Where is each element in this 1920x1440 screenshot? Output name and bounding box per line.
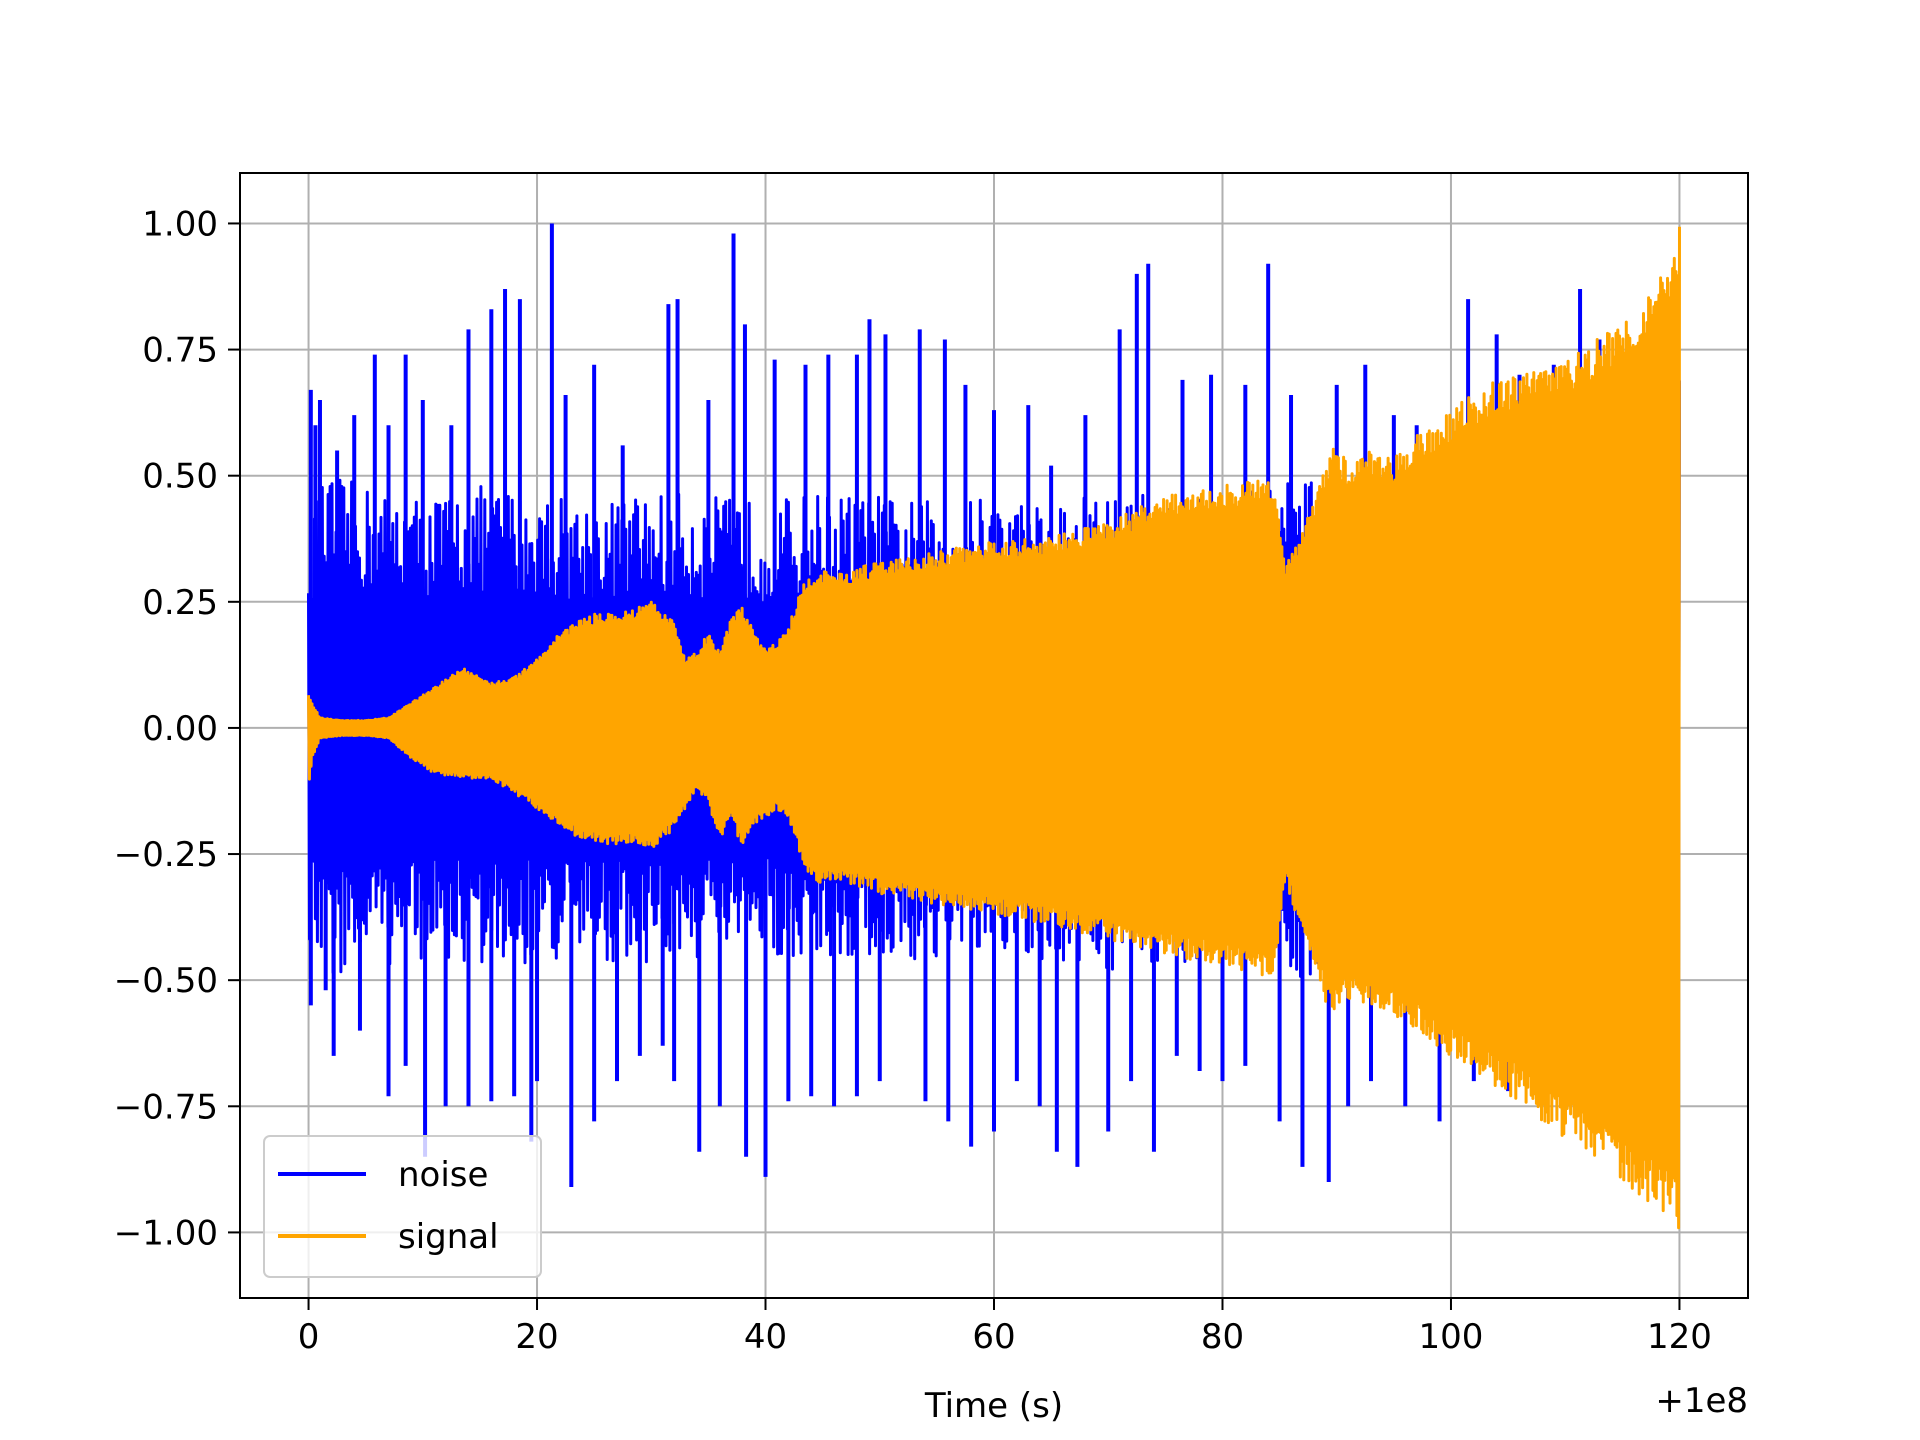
x-tick-label: 40 (744, 1317, 787, 1357)
y-tick-label: 0.00 (142, 709, 218, 749)
y-axis-ticks: −1.00 −0.75 −0.50 −0.25 0.00 0.25 0.50 0.75 1.00 (114, 204, 240, 1253)
legend: noise signal (263, 1135, 542, 1278)
y-tick-label: 0.25 (142, 583, 218, 623)
plot-area (239, 172, 1749, 1299)
y-tick-label: −0.50 (114, 961, 218, 1001)
legend-box (263, 1135, 542, 1278)
x-tick-label: 100 (1419, 1317, 1484, 1357)
x-tick-label: 60 (972, 1317, 1015, 1357)
y-tick-label: −0.25 (114, 835, 218, 875)
legend-label-noise: noise (398, 1155, 488, 1195)
x-tick-label: 120 (1647, 1317, 1712, 1357)
y-tick-label: 0.50 (142, 457, 218, 497)
series-signal (307, 226, 1681, 1230)
series-line (307, 226, 1681, 1230)
legend-label-signal: signal (398, 1217, 499, 1257)
x-axis-ticks: 0 20 40 60 80 100 120 (298, 1298, 1712, 1357)
x-tick-label: 20 (515, 1317, 558, 1357)
y-tick-label: 0.75 (142, 331, 218, 371)
y-tick-label: −0.75 (114, 1087, 218, 1127)
y-tick-label: 1.00 (142, 204, 218, 244)
x-axis-offset-text: +1e8 (1655, 1381, 1748, 1421)
x-axis-label: Time (s) (924, 1386, 1063, 1426)
x-tick-label: 80 (1201, 1317, 1244, 1357)
series-layer (307, 223, 1681, 1230)
x-tick-label: 0 (298, 1317, 320, 1357)
y-tick-label: −1.00 (114, 1213, 218, 1253)
